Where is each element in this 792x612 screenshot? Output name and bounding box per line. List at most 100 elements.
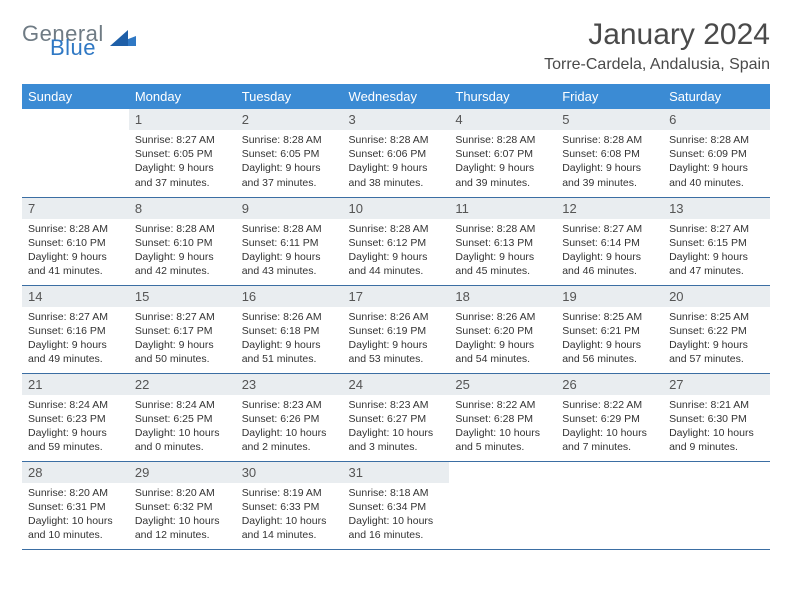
day-header: Tuesday	[236, 84, 343, 109]
day-number: 21	[22, 374, 129, 395]
week-row: 1Sunrise: 8:27 AMSunset: 6:05 PMDaylight…	[22, 109, 770, 197]
day-content: Sunrise: 8:19 AMSunset: 6:33 PMDaylight:…	[236, 483, 343, 549]
day-cell: 10Sunrise: 8:28 AMSunset: 6:12 PMDayligh…	[343, 197, 450, 285]
day-cell: 3Sunrise: 8:28 AMSunset: 6:06 PMDaylight…	[343, 109, 450, 197]
day-content: Sunrise: 8:26 AMSunset: 6:18 PMDaylight:…	[236, 307, 343, 373]
day-cell: 27Sunrise: 8:21 AMSunset: 6:30 PMDayligh…	[663, 373, 770, 461]
day-content: Sunrise: 8:22 AMSunset: 6:29 PMDaylight:…	[556, 395, 663, 461]
day-content: Sunrise: 8:28 AMSunset: 6:09 PMDaylight:…	[663, 130, 770, 196]
day-content: Sunrise: 8:25 AMSunset: 6:21 PMDaylight:…	[556, 307, 663, 373]
day-number: 16	[236, 286, 343, 307]
day-number: 23	[236, 374, 343, 395]
day-content: Sunrise: 8:20 AMSunset: 6:32 PMDaylight:…	[129, 483, 236, 549]
day-cell: 24Sunrise: 8:23 AMSunset: 6:27 PMDayligh…	[343, 373, 450, 461]
day-cell	[663, 461, 770, 549]
day-number: 1	[129, 109, 236, 130]
day-number: 3	[343, 109, 450, 130]
month-title: January 2024	[544, 18, 770, 52]
day-content: Sunrise: 8:24 AMSunset: 6:23 PMDaylight:…	[22, 395, 129, 461]
day-header: Sunday	[22, 84, 129, 109]
day-number	[449, 462, 556, 468]
day-cell: 5Sunrise: 8:28 AMSunset: 6:08 PMDaylight…	[556, 109, 663, 197]
title-block: January 2024 Torre-Cardela, Andalusia, S…	[544, 18, 770, 74]
brand-blue: Blue	[50, 38, 104, 58]
day-cell: 6Sunrise: 8:28 AMSunset: 6:09 PMDaylight…	[663, 109, 770, 197]
day-cell: 2Sunrise: 8:28 AMSunset: 6:05 PMDaylight…	[236, 109, 343, 197]
day-number: 17	[343, 286, 450, 307]
day-content: Sunrise: 8:28 AMSunset: 6:11 PMDaylight:…	[236, 219, 343, 285]
week-row: 14Sunrise: 8:27 AMSunset: 6:16 PMDayligh…	[22, 285, 770, 373]
day-content: Sunrise: 8:22 AMSunset: 6:28 PMDaylight:…	[449, 395, 556, 461]
day-number: 8	[129, 198, 236, 219]
day-cell: 19Sunrise: 8:25 AMSunset: 6:21 PMDayligh…	[556, 285, 663, 373]
day-number: 24	[343, 374, 450, 395]
day-content: Sunrise: 8:26 AMSunset: 6:20 PMDaylight:…	[449, 307, 556, 373]
day-cell: 9Sunrise: 8:28 AMSunset: 6:11 PMDaylight…	[236, 197, 343, 285]
day-cell: 28Sunrise: 8:20 AMSunset: 6:31 PMDayligh…	[22, 461, 129, 549]
calendar-table: SundayMondayTuesdayWednesdayThursdayFrid…	[22, 84, 770, 550]
day-content: Sunrise: 8:26 AMSunset: 6:19 PMDaylight:…	[343, 307, 450, 373]
day-cell: 21Sunrise: 8:24 AMSunset: 6:23 PMDayligh…	[22, 373, 129, 461]
day-cell: 15Sunrise: 8:27 AMSunset: 6:17 PMDayligh…	[129, 285, 236, 373]
day-content: Sunrise: 8:27 AMSunset: 6:14 PMDaylight:…	[556, 219, 663, 285]
flag-icon	[110, 30, 136, 55]
day-cell: 17Sunrise: 8:26 AMSunset: 6:19 PMDayligh…	[343, 285, 450, 373]
day-content: Sunrise: 8:27 AMSunset: 6:17 PMDaylight:…	[129, 307, 236, 373]
header: General Blue January 2024 Torre-Cardela,…	[22, 18, 770, 74]
day-number	[22, 109, 129, 115]
location: Torre-Cardela, Andalusia, Spain	[544, 56, 770, 74]
day-number: 5	[556, 109, 663, 130]
day-content: Sunrise: 8:18 AMSunset: 6:34 PMDaylight:…	[343, 483, 450, 549]
day-content: Sunrise: 8:28 AMSunset: 6:07 PMDaylight:…	[449, 130, 556, 196]
day-number: 2	[236, 109, 343, 130]
day-number: 7	[22, 198, 129, 219]
day-cell: 13Sunrise: 8:27 AMSunset: 6:15 PMDayligh…	[663, 197, 770, 285]
week-row: 28Sunrise: 8:20 AMSunset: 6:31 PMDayligh…	[22, 461, 770, 549]
day-cell: 25Sunrise: 8:22 AMSunset: 6:28 PMDayligh…	[449, 373, 556, 461]
day-content: Sunrise: 8:28 AMSunset: 6:06 PMDaylight:…	[343, 130, 450, 196]
day-number: 12	[556, 198, 663, 219]
day-cell: 31Sunrise: 8:18 AMSunset: 6:34 PMDayligh…	[343, 461, 450, 549]
day-number: 4	[449, 109, 556, 130]
day-cell: 11Sunrise: 8:28 AMSunset: 6:13 PMDayligh…	[449, 197, 556, 285]
day-number: 28	[22, 462, 129, 483]
day-content: Sunrise: 8:20 AMSunset: 6:31 PMDaylight:…	[22, 483, 129, 549]
day-number: 30	[236, 462, 343, 483]
day-number: 10	[343, 198, 450, 219]
day-cell: 18Sunrise: 8:26 AMSunset: 6:20 PMDayligh…	[449, 285, 556, 373]
day-header: Monday	[129, 84, 236, 109]
day-content: Sunrise: 8:23 AMSunset: 6:27 PMDaylight:…	[343, 395, 450, 461]
day-content: Sunrise: 8:28 AMSunset: 6:10 PMDaylight:…	[22, 219, 129, 285]
day-cell: 1Sunrise: 8:27 AMSunset: 6:05 PMDaylight…	[129, 109, 236, 197]
day-cell: 29Sunrise: 8:20 AMSunset: 6:32 PMDayligh…	[129, 461, 236, 549]
day-content: Sunrise: 8:21 AMSunset: 6:30 PMDaylight:…	[663, 395, 770, 461]
day-content: Sunrise: 8:27 AMSunset: 6:05 PMDaylight:…	[129, 130, 236, 196]
day-cell: 30Sunrise: 8:19 AMSunset: 6:33 PMDayligh…	[236, 461, 343, 549]
day-number	[663, 462, 770, 468]
day-number	[556, 462, 663, 468]
day-cell: 14Sunrise: 8:27 AMSunset: 6:16 PMDayligh…	[22, 285, 129, 373]
day-content: Sunrise: 8:23 AMSunset: 6:26 PMDaylight:…	[236, 395, 343, 461]
day-header: Saturday	[663, 84, 770, 109]
day-number: 19	[556, 286, 663, 307]
day-cell: 20Sunrise: 8:25 AMSunset: 6:22 PMDayligh…	[663, 285, 770, 373]
day-number: 18	[449, 286, 556, 307]
day-number: 15	[129, 286, 236, 307]
day-number: 27	[663, 374, 770, 395]
day-cell: 16Sunrise: 8:26 AMSunset: 6:18 PMDayligh…	[236, 285, 343, 373]
day-cell: 8Sunrise: 8:28 AMSunset: 6:10 PMDaylight…	[129, 197, 236, 285]
day-number: 29	[129, 462, 236, 483]
day-cell	[449, 461, 556, 549]
day-header: Friday	[556, 84, 663, 109]
day-cell: 22Sunrise: 8:24 AMSunset: 6:25 PMDayligh…	[129, 373, 236, 461]
day-cell: 7Sunrise: 8:28 AMSunset: 6:10 PMDaylight…	[22, 197, 129, 285]
day-content: Sunrise: 8:27 AMSunset: 6:16 PMDaylight:…	[22, 307, 129, 373]
day-cell: 23Sunrise: 8:23 AMSunset: 6:26 PMDayligh…	[236, 373, 343, 461]
day-header: Wednesday	[343, 84, 450, 109]
day-number: 13	[663, 198, 770, 219]
day-cell: 12Sunrise: 8:27 AMSunset: 6:14 PMDayligh…	[556, 197, 663, 285]
week-row: 7Sunrise: 8:28 AMSunset: 6:10 PMDaylight…	[22, 197, 770, 285]
day-number: 11	[449, 198, 556, 219]
brand-logo: General Blue	[22, 24, 136, 58]
day-content: Sunrise: 8:25 AMSunset: 6:22 PMDaylight:…	[663, 307, 770, 373]
